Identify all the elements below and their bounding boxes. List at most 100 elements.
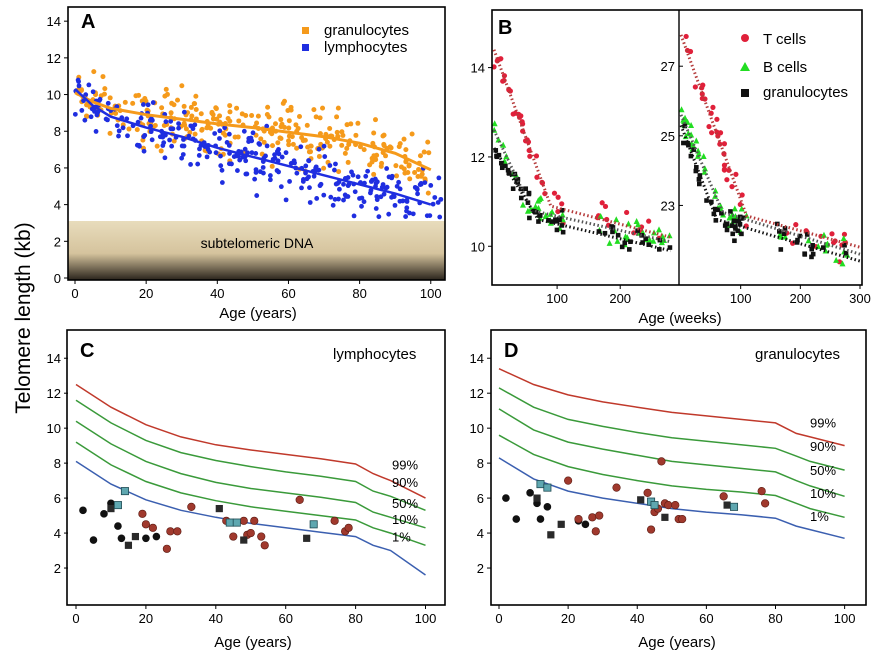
lymphocyte-point bbox=[176, 121, 181, 127]
granulocyte-point bbox=[371, 171, 377, 177]
lymphocyte-point bbox=[83, 92, 89, 98]
black-square-point bbox=[637, 496, 645, 504]
granulocyte-point bbox=[696, 181, 702, 187]
x-tick-label: 60 bbox=[699, 611, 713, 626]
granulocyte-point bbox=[615, 232, 621, 238]
b-cell-point bbox=[635, 221, 642, 228]
granulocyte-point bbox=[181, 120, 187, 126]
x-tick-label: 40 bbox=[209, 611, 223, 626]
percentile-label: 90% bbox=[392, 475, 418, 490]
b-cell-point bbox=[833, 256, 840, 263]
legend-lymphocytes-marker bbox=[302, 44, 309, 51]
b-cell-point bbox=[693, 137, 700, 144]
black-dot-point bbox=[543, 503, 552, 511]
granulocyte-point bbox=[335, 105, 341, 111]
granulocyte-point bbox=[171, 138, 177, 144]
granulocyte-point bbox=[619, 244, 625, 250]
granulocyte-point bbox=[820, 245, 826, 250]
lymphocyte-point bbox=[179, 143, 185, 149]
t-cell-point bbox=[717, 141, 723, 147]
lymphocyte-point bbox=[213, 150, 219, 156]
granulocyte-point bbox=[628, 239, 633, 245]
lymphocyte-point bbox=[321, 143, 327, 149]
lymphocytes-trend-line bbox=[74, 88, 432, 206]
lymphocyte-point bbox=[195, 161, 201, 167]
y-tick-label: 4 bbox=[477, 526, 484, 541]
b-cell-point bbox=[688, 131, 695, 138]
y-tick-label: 6 bbox=[477, 491, 484, 506]
granulocyte-point bbox=[255, 113, 261, 119]
y-tick-label: 27 bbox=[661, 59, 675, 74]
red-dot-point bbox=[173, 527, 182, 536]
granulocyte-point bbox=[136, 92, 142, 98]
lymphocyte-point bbox=[140, 102, 146, 107]
granulocyte-point bbox=[499, 165, 505, 171]
granulocyte-point bbox=[731, 218, 737, 224]
black-square-point bbox=[215, 504, 223, 513]
b-cell-point bbox=[688, 122, 695, 129]
lymphocyte-point bbox=[244, 171, 250, 177]
lymphocyte-point bbox=[287, 179, 292, 184]
lymphocyte-point bbox=[180, 152, 186, 157]
b-cell-point bbox=[782, 233, 789, 240]
black-square-point bbox=[557, 520, 565, 528]
y-tick-label: 0 bbox=[54, 271, 61, 286]
granulocyte-point bbox=[168, 110, 174, 116]
lymphocyte-point bbox=[316, 146, 322, 152]
granulocyte-point bbox=[353, 132, 359, 138]
lymphocyte-point bbox=[135, 119, 141, 125]
y-axis-label: Telomere length (kb) bbox=[12, 222, 35, 413]
t-cell-point bbox=[721, 162, 728, 168]
lymphocyte-point bbox=[93, 129, 99, 134]
lymphocyte-point bbox=[341, 197, 346, 203]
lymphocyte-point bbox=[438, 196, 444, 202]
trend-line-b-cells bbox=[492, 129, 672, 244]
percentile-label: 10% bbox=[392, 512, 418, 527]
granulocyte-point bbox=[313, 114, 319, 120]
x-tick-label: 0 bbox=[495, 611, 502, 626]
panel-b-points bbox=[491, 33, 851, 267]
granulocyte-point bbox=[293, 122, 299, 128]
lymphocyte-point bbox=[317, 183, 323, 189]
granulocyte-point bbox=[715, 207, 720, 213]
legend-granulocytes-marker bbox=[302, 27, 309, 34]
b-cell-point bbox=[613, 216, 620, 223]
lymphocyte-point bbox=[240, 154, 246, 160]
granulocyte-point bbox=[739, 231, 744, 237]
x-tick-label: 200 bbox=[789, 291, 811, 306]
red-dot-point bbox=[564, 476, 573, 485]
lymphocyte-point bbox=[349, 169, 354, 175]
granulocyte-point bbox=[596, 229, 602, 234]
lymphocyte-point bbox=[88, 114, 94, 120]
lymphocyte-point bbox=[294, 170, 300, 176]
lymphocyte-point bbox=[226, 131, 232, 137]
panel-a-frame bbox=[67, 6, 446, 281]
black-square-point bbox=[723, 501, 731, 509]
granulocyte-point bbox=[560, 229, 566, 235]
x-tick-label: 60 bbox=[281, 286, 295, 301]
granulocyte-point bbox=[269, 163, 275, 169]
y-tick-label: 10 bbox=[47, 88, 61, 103]
lymphocyte-point bbox=[163, 119, 169, 125]
black-dot-point bbox=[536, 515, 545, 523]
teal-square-point bbox=[536, 480, 545, 489]
lymphocyte-point bbox=[257, 169, 263, 175]
granulocyte-point bbox=[546, 218, 551, 223]
lymphocyte-point bbox=[361, 199, 367, 205]
panel-d-frame bbox=[490, 329, 867, 606]
granulocyte-point bbox=[113, 110, 119, 116]
granulocyte-point bbox=[296, 114, 302, 120]
lymphocyte-point bbox=[337, 186, 342, 192]
percentile-label: 90% bbox=[810, 439, 836, 454]
b-cell-point bbox=[701, 165, 708, 172]
y-tick-label: 14 bbox=[47, 14, 61, 29]
lymphocyte-point bbox=[307, 200, 313, 205]
granulocyte-point bbox=[191, 101, 197, 107]
granulocyte-point bbox=[344, 145, 350, 151]
granulocyte-point bbox=[193, 93, 199, 99]
red-dot-point bbox=[612, 483, 621, 492]
panel-c-frame bbox=[66, 329, 446, 606]
x-tick-label: 100 bbox=[420, 286, 442, 301]
lymphocyte-point bbox=[249, 138, 255, 144]
